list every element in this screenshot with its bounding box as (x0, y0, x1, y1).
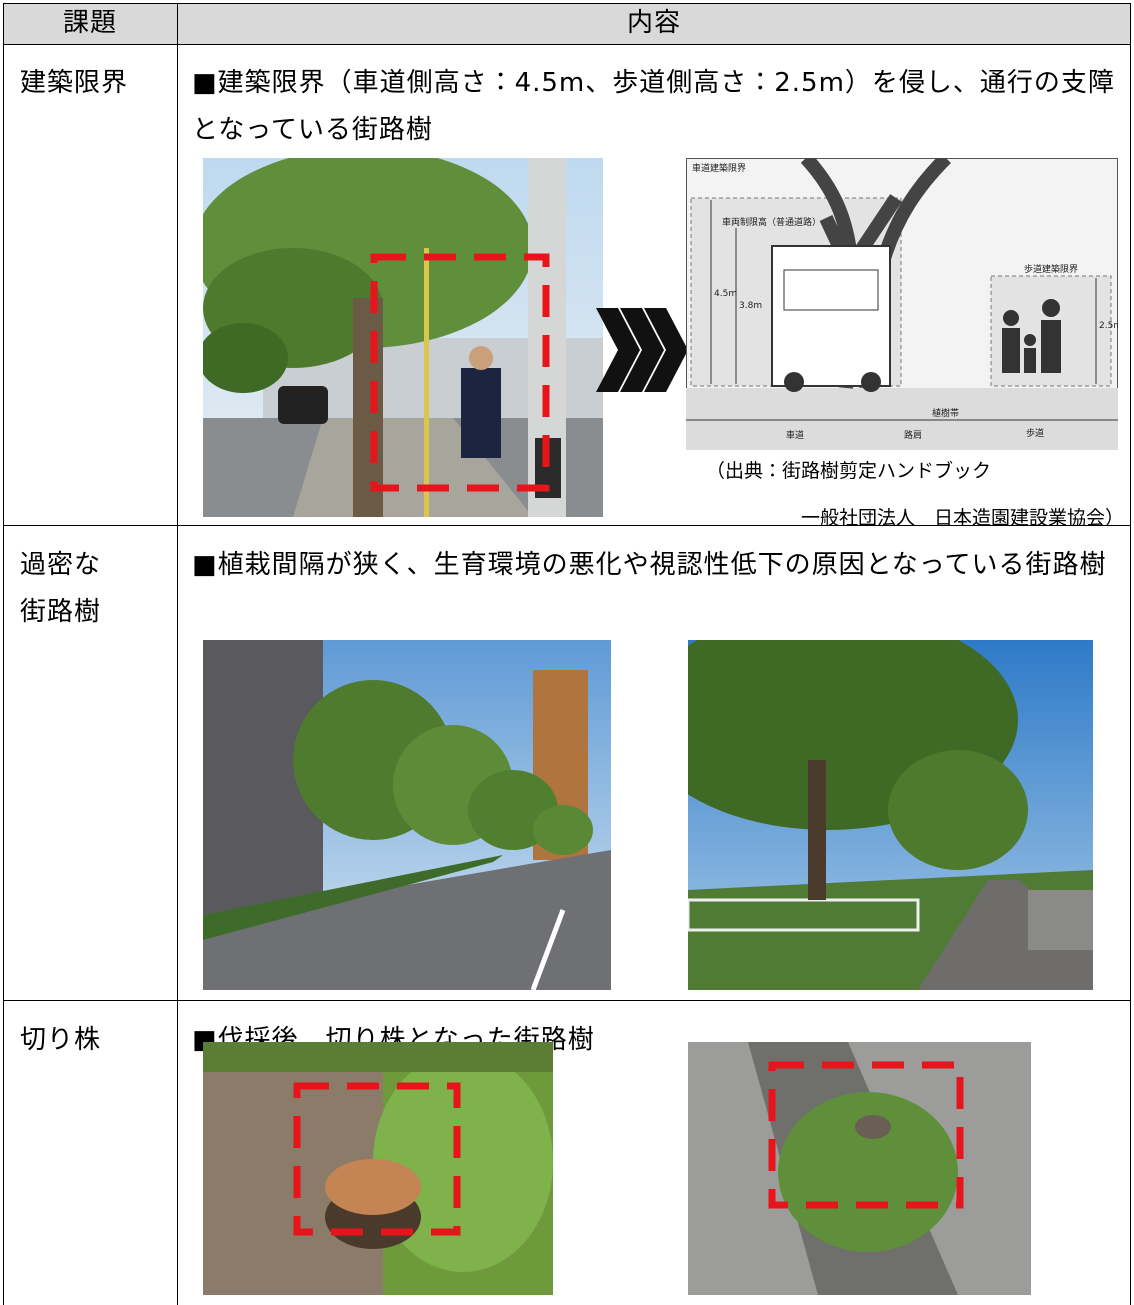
issue: 建築限界 (20, 68, 129, 98)
photo-stump (688, 1042, 1031, 1295)
photo-stump (203, 1042, 553, 1295)
border (3, 525, 1131, 526)
border (3, 3, 4, 1305)
border (3, 44, 1131, 45)
diagram-label: 2.5m (1099, 321, 1118, 331)
header-cell: 内容 (626, 8, 681, 38)
diagram-label: 路肩 (904, 429, 922, 441)
border (3, 3, 1131, 4)
diagram-label: 車両制限高（普通道路） (722, 216, 821, 228)
clearance-diagram: 車道建築限界 車両制限高（普通道路） 歩道建築限界 4.5m 3.8m 2.5m… (686, 158, 1118, 450)
border (177, 3, 178, 1305)
border (3, 1000, 1131, 1001)
diagram-label: 車道 (786, 429, 804, 441)
border (1130, 3, 1131, 1305)
photo-dense-trees (688, 640, 1093, 990)
description: ■植栽間隔が狭く、生育環境の悪化や視認性低下の原因となっている街路樹 (192, 550, 1107, 580)
diagram-label: 4.5m (714, 289, 737, 299)
diagram-label: 植樹帯 (932, 407, 959, 419)
issue: 切り株 (20, 1025, 102, 1055)
photo-dense-trees (203, 640, 611, 990)
arrow (596, 308, 688, 392)
header-bg (3, 3, 1131, 44)
diagram-label: 車道建築限界 (692, 162, 746, 174)
diagram-label: 歩道建築限界 (1024, 263, 1078, 275)
source: （出典：街路樹剪定ハンドブック (706, 460, 992, 482)
source: 一般社団法人 日本造園建設業協会） (800, 507, 1124, 529)
diagram-label: 歩道 (1026, 427, 1044, 439)
header-cell: 課題 (62, 8, 117, 38)
diagram-label: 3.8m (739, 301, 762, 311)
description: ■建築限界（車道側高さ：4.5m、歩道側高さ：2.5m）を侵し、通行の支障となっ… (192, 68, 1115, 145)
issue: 過密な街路樹 (20, 550, 102, 627)
photo-tree-clearance (203, 158, 603, 517)
